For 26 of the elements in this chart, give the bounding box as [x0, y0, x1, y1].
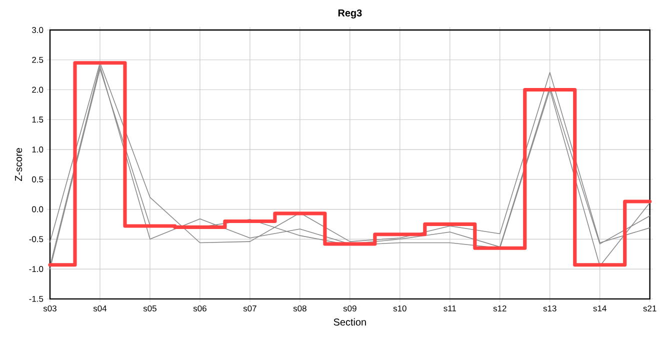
y-tick-label: 0.5: [32, 176, 44, 182]
y-tick-label: -1.5: [29, 296, 44, 302]
x-axis-title: Section: [334, 318, 366, 326]
x-tick-label: s08: [293, 305, 306, 312]
x-tick-label: s11: [444, 305, 456, 312]
x-tick-label: s10: [393, 305, 406, 312]
x-tick-label: s14: [593, 305, 606, 312]
x-tick-label: s13: [543, 305, 556, 312]
y-tick-label: 2.0: [32, 86, 44, 93]
x-tick-label: s03: [43, 305, 56, 312]
x-tick-label: s07: [243, 305, 256, 312]
y-tick-label: -1.0: [29, 266, 44, 272]
x-tick-label: s21: [643, 305, 656, 312]
x-tick-label: s06: [193, 305, 206, 312]
x-tick-label: s05: [143, 305, 156, 312]
y-tick-label: 0.0: [32, 206, 44, 212]
x-tick-label: s12: [493, 305, 506, 312]
y-tick-label: 1.5: [32, 116, 44, 123]
chart-title: Reg3: [338, 9, 362, 19]
y-tick-label: 1.0: [32, 146, 44, 153]
x-tick-label: s04: [93, 305, 107, 312]
y-tick-label: -0.5: [29, 236, 44, 242]
y-tick-label: 3.0: [32, 27, 44, 34]
y-axis-title: Z-score: [15, 148, 22, 182]
x-tick-label: s09: [343, 305, 356, 312]
y-tick-label: 2.5: [32, 56, 44, 63]
